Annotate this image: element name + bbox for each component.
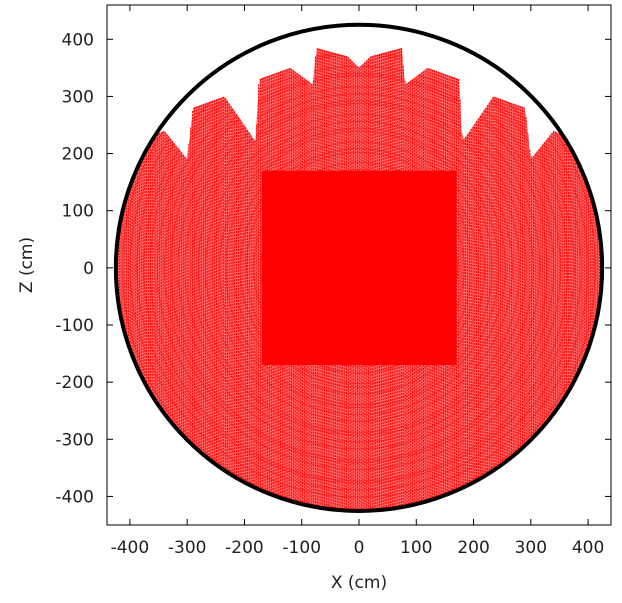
x-tick-label: 100 [400, 538, 432, 558]
y-axis-title: Z (cm) [17, 237, 37, 293]
x-axis: -400 -300 -200 -100 0 100 200 300 400 [111, 5, 604, 558]
y-tick-label: -100 [55, 316, 94, 336]
dense-core [261, 170, 457, 365]
y-tick-label: -300 [55, 430, 94, 450]
x-axis-title: X (cm) [331, 573, 387, 593]
y-tick-label: -400 [55, 487, 94, 507]
x-tick-label: -400 [111, 538, 150, 558]
y-tick-label: 400 [62, 30, 94, 50]
x-tick-label: 300 [515, 538, 547, 558]
boundary-circle [113, 22, 605, 513]
point-cloud [116, 47, 602, 510]
y-tick-label: 0 [83, 259, 94, 279]
x-tick-label: 200 [457, 538, 489, 558]
y-axis: -400 -300 -200 -100 0 100 200 300 400 [55, 30, 611, 507]
x-tick-label: -300 [168, 538, 207, 558]
y-tick-label: -200 [55, 373, 94, 393]
x-tick-label: 400 [572, 538, 604, 558]
data-layer [113, 22, 605, 513]
y-tick-label: 300 [62, 87, 94, 107]
x-tick-label: -200 [225, 538, 264, 558]
y-tick-label: 100 [62, 202, 94, 222]
x-tick-label: -100 [282, 538, 321, 558]
x-tick-label: 0 [354, 538, 365, 558]
y-tick-label: 200 [62, 145, 94, 165]
